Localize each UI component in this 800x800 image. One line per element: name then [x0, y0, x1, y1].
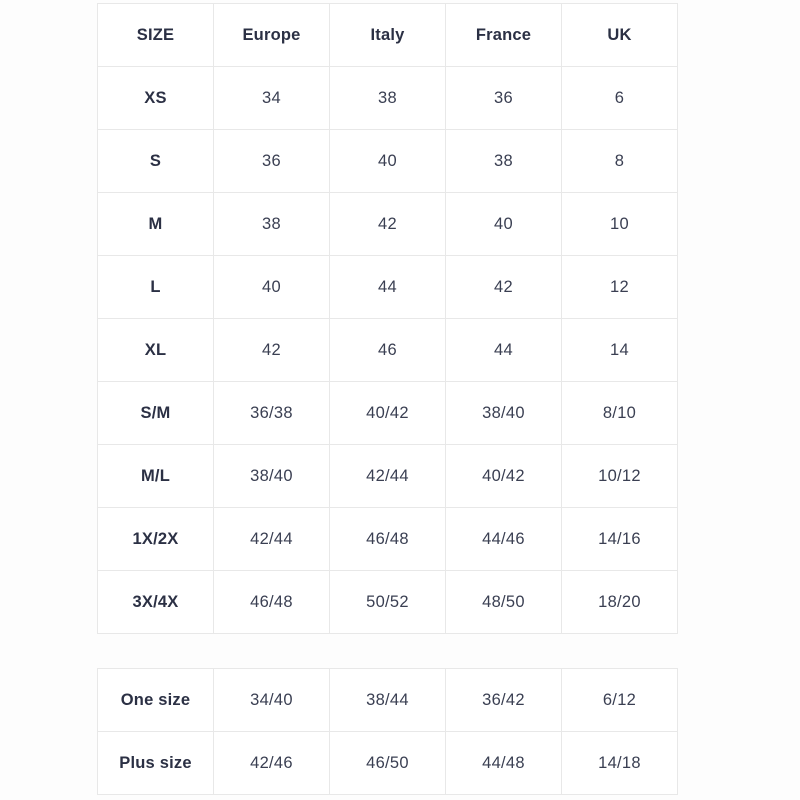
italy-value: 40: [329, 129, 446, 193]
uk-value: 8: [561, 129, 678, 193]
france-value: 38: [445, 129, 562, 193]
uk-value: 8/10: [561, 381, 678, 445]
table-row: XL 42 46 44 14: [97, 318, 678, 382]
france-value: 40/42: [445, 444, 562, 508]
italy-value: 46/50: [329, 731, 446, 795]
uk-value: 6: [561, 66, 678, 130]
france-value: 38/40: [445, 381, 562, 445]
size-label: M/L: [97, 444, 214, 508]
uk-value: 12: [561, 255, 678, 319]
italy-value: 50/52: [329, 570, 446, 634]
table-header: SIZE Europe Italy France UK: [97, 3, 678, 67]
column-header-europe: Europe: [213, 3, 330, 67]
uk-value: 10/12: [561, 444, 678, 508]
column-header-france: France: [445, 3, 562, 67]
table-row: M 38 42 40 10: [97, 192, 678, 256]
column-header-size: SIZE: [97, 3, 214, 67]
uk-value: 14/18: [561, 731, 678, 795]
size-label: XS: [97, 66, 214, 130]
table-row: Plus size 42/46 46/50 44/48 14/18: [97, 731, 678, 795]
table-row: M/L 38/40 42/44 40/42 10/12: [97, 444, 678, 508]
europe-value: 42: [213, 318, 330, 382]
france-value: 44/48: [445, 731, 562, 795]
europe-value: 34: [213, 66, 330, 130]
france-value: 36: [445, 66, 562, 130]
size-label: XL: [97, 318, 214, 382]
one-size-conversion-table: One size 34/40 38/44 36/42 6/12 Plus siz…: [97, 668, 678, 795]
uk-value: 18/20: [561, 570, 678, 634]
table-body: XS 34 38 36 6 S 36 40 38 8 M 38 42 40 10: [97, 66, 678, 634]
column-header-uk: UK: [561, 3, 678, 67]
europe-value: 42/44: [213, 507, 330, 571]
size-label: Plus size: [97, 731, 214, 795]
france-value: 44/46: [445, 507, 562, 571]
italy-value: 40/42: [329, 381, 446, 445]
size-label: S: [97, 129, 214, 193]
france-value: 44: [445, 318, 562, 382]
italy-value: 46: [329, 318, 446, 382]
uk-value: 14/16: [561, 507, 678, 571]
italy-value: 38/44: [329, 668, 446, 732]
table-row: S/M 36/38 40/42 38/40 8/10: [97, 381, 678, 445]
france-value: 48/50: [445, 570, 562, 634]
europe-value: 36: [213, 129, 330, 193]
italy-value: 46/48: [329, 507, 446, 571]
table-row: One size 34/40 38/44 36/42 6/12: [97, 668, 678, 732]
size-label: L: [97, 255, 214, 319]
size-label: One size: [97, 668, 214, 732]
size-label: 1X/2X: [97, 507, 214, 571]
france-value: 40: [445, 192, 562, 256]
uk-value: 6/12: [561, 668, 678, 732]
italy-value: 38: [329, 66, 446, 130]
europe-value: 40: [213, 255, 330, 319]
header-row: SIZE Europe Italy France UK: [97, 3, 678, 67]
table-row: 1X/2X 42/44 46/48 44/46 14/16: [97, 507, 678, 571]
size-conversion-table: SIZE Europe Italy France UK XS 34 38 36 …: [97, 3, 678, 634]
europe-value: 38/40: [213, 444, 330, 508]
france-value: 36/42: [445, 668, 562, 732]
europe-value: 36/38: [213, 381, 330, 445]
table-row: 3X/4X 46/48 50/52 48/50 18/20: [97, 570, 678, 634]
europe-value: 42/46: [213, 731, 330, 795]
europe-value: 38: [213, 192, 330, 256]
table-body: One size 34/40 38/44 36/42 6/12 Plus siz…: [97, 668, 678, 795]
column-header-italy: Italy: [329, 3, 446, 67]
europe-value: 34/40: [213, 668, 330, 732]
size-label: S/M: [97, 381, 214, 445]
size-label: M: [97, 192, 214, 256]
table-row: S 36 40 38 8: [97, 129, 678, 193]
size-label: 3X/4X: [97, 570, 214, 634]
uk-value: 14: [561, 318, 678, 382]
france-value: 42: [445, 255, 562, 319]
table-row: XS 34 38 36 6: [97, 66, 678, 130]
italy-value: 42/44: [329, 444, 446, 508]
italy-value: 44: [329, 255, 446, 319]
europe-value: 46/48: [213, 570, 330, 634]
table-row: L 40 44 42 12: [97, 255, 678, 319]
uk-value: 10: [561, 192, 678, 256]
italy-value: 42: [329, 192, 446, 256]
